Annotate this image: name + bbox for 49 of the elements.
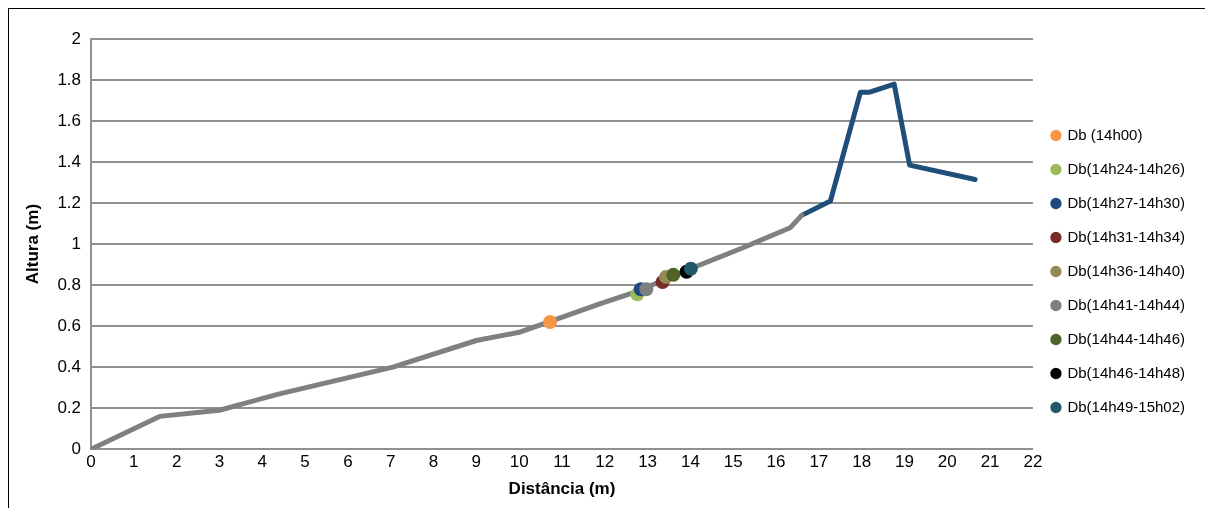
point (639, 282, 654, 297)
x-tick-label: 16 (766, 452, 786, 472)
x-axis-title: Distância (m) (508, 479, 616, 499)
y-tick-label: 1.2 (57, 192, 82, 212)
y-tick-label: 1.6 (57, 110, 82, 130)
x-tick-label: 20 (937, 452, 957, 472)
x-tick-label: 4 (257, 452, 268, 472)
x-tick-label: 3 (214, 452, 225, 472)
x-tick-label: 15 (723, 452, 743, 472)
legend-label: Db(14h36-14h40) (1067, 261, 1186, 279)
point (683, 261, 698, 276)
y-tick-label: 1.4 (57, 151, 82, 171)
legend-label: Db(14h41-14h44) (1067, 295, 1186, 313)
x-tick-label: 12 (595, 452, 615, 472)
x-tick-label: 10 (509, 452, 529, 472)
point (666, 267, 681, 282)
y-axis-title: Altura (m) (22, 203, 42, 285)
x-tick-label: 11 (553, 452, 571, 472)
y-tick-label: 1.8 (57, 69, 82, 89)
y-tick-label: 0 (71, 438, 82, 458)
x-tick-label: 19 (895, 452, 914, 472)
y-tick-label: 2 (71, 28, 82, 48)
x-tick-label: 5 (300, 452, 310, 472)
x-tick-label: 6 (343, 452, 353, 472)
legend-label: Db(14h31-14h34) (1067, 227, 1186, 245)
x-tick-label: 0 (86, 452, 96, 472)
legend-label: Db (14h00) (1067, 125, 1143, 143)
x-tick-label: 8 (428, 452, 439, 472)
point (542, 315, 557, 330)
x-tick-label: 1 (129, 452, 139, 472)
y-tick-label: 0.6 (57, 315, 82, 335)
x-tick-label: 17 (809, 452, 829, 472)
legend-label: Db(14h27-14h30) (1067, 193, 1186, 211)
legend-label: Db(14h49-15h02) (1067, 397, 1186, 415)
legend-label: Db(14h46-14h48) (1067, 363, 1186, 381)
x-tick-label: 22 (1023, 452, 1043, 472)
x-tick-label: 14 (680, 452, 700, 472)
x-tick-label: 7 (385, 452, 396, 472)
y-tick-label: 0.8 (57, 274, 82, 294)
legend-label: Db(14h44-14h46) (1067, 329, 1186, 347)
x-tick-label: 2 (171, 452, 182, 472)
x-tick-label: 18 (852, 452, 872, 472)
y-tick-label: 0.2 (57, 397, 82, 417)
x-tick-label: 9 (471, 452, 482, 472)
y-tick-label: 0.4 (57, 356, 82, 376)
y-tick-label: 1 (71, 233, 82, 253)
legend-label: Db(14h24-14h26) (1067, 159, 1186, 177)
x-tick-label: 13 (638, 452, 658, 472)
x-tick-label: 21 (980, 452, 1000, 472)
